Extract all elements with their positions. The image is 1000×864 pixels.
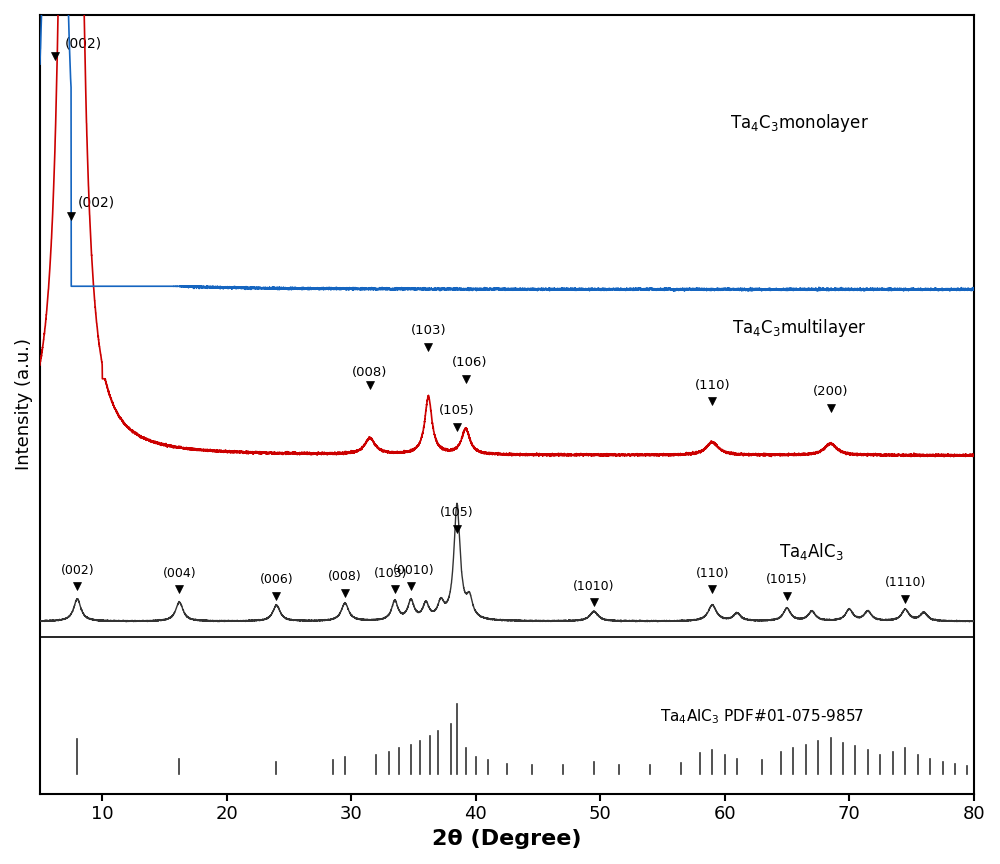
Text: (110): (110) [694, 378, 730, 391]
Text: (105): (105) [440, 506, 474, 519]
Text: Ta$_4$AlC$_3$: Ta$_4$AlC$_3$ [779, 541, 844, 562]
Text: (008): (008) [328, 570, 362, 583]
Text: (0010): (0010) [393, 563, 434, 576]
Text: (1015): (1015) [766, 573, 808, 586]
Text: (106): (106) [452, 356, 487, 369]
Text: (105): (105) [439, 404, 475, 417]
Text: (1110): (1110) [885, 576, 926, 589]
Text: Ta$_4$AlC$_3$ PDF#01-075-9857: Ta$_4$AlC$_3$ PDF#01-075-9857 [660, 708, 864, 727]
Text: Ta$_4$C$_3$multilayer: Ta$_4$C$_3$multilayer [732, 317, 867, 339]
Text: (200): (200) [813, 385, 848, 398]
Text: (008): (008) [352, 365, 388, 378]
Text: (004): (004) [163, 567, 196, 580]
Text: (002): (002) [60, 563, 94, 576]
Text: (006): (006) [260, 573, 293, 586]
Text: (002): (002) [77, 195, 115, 210]
Text: Ta$_4$C$_3$monolayer: Ta$_4$C$_3$monolayer [730, 112, 869, 135]
Text: (1010): (1010) [573, 580, 615, 593]
Text: (002): (002) [65, 36, 102, 50]
Text: (110): (110) [695, 567, 729, 580]
Text: (103): (103) [374, 567, 408, 580]
X-axis label: 2θ (Degree): 2θ (Degree) [432, 829, 582, 849]
Y-axis label: Intensity (a.u.): Intensity (a.u.) [15, 339, 33, 470]
Text: (103): (103) [411, 324, 446, 337]
